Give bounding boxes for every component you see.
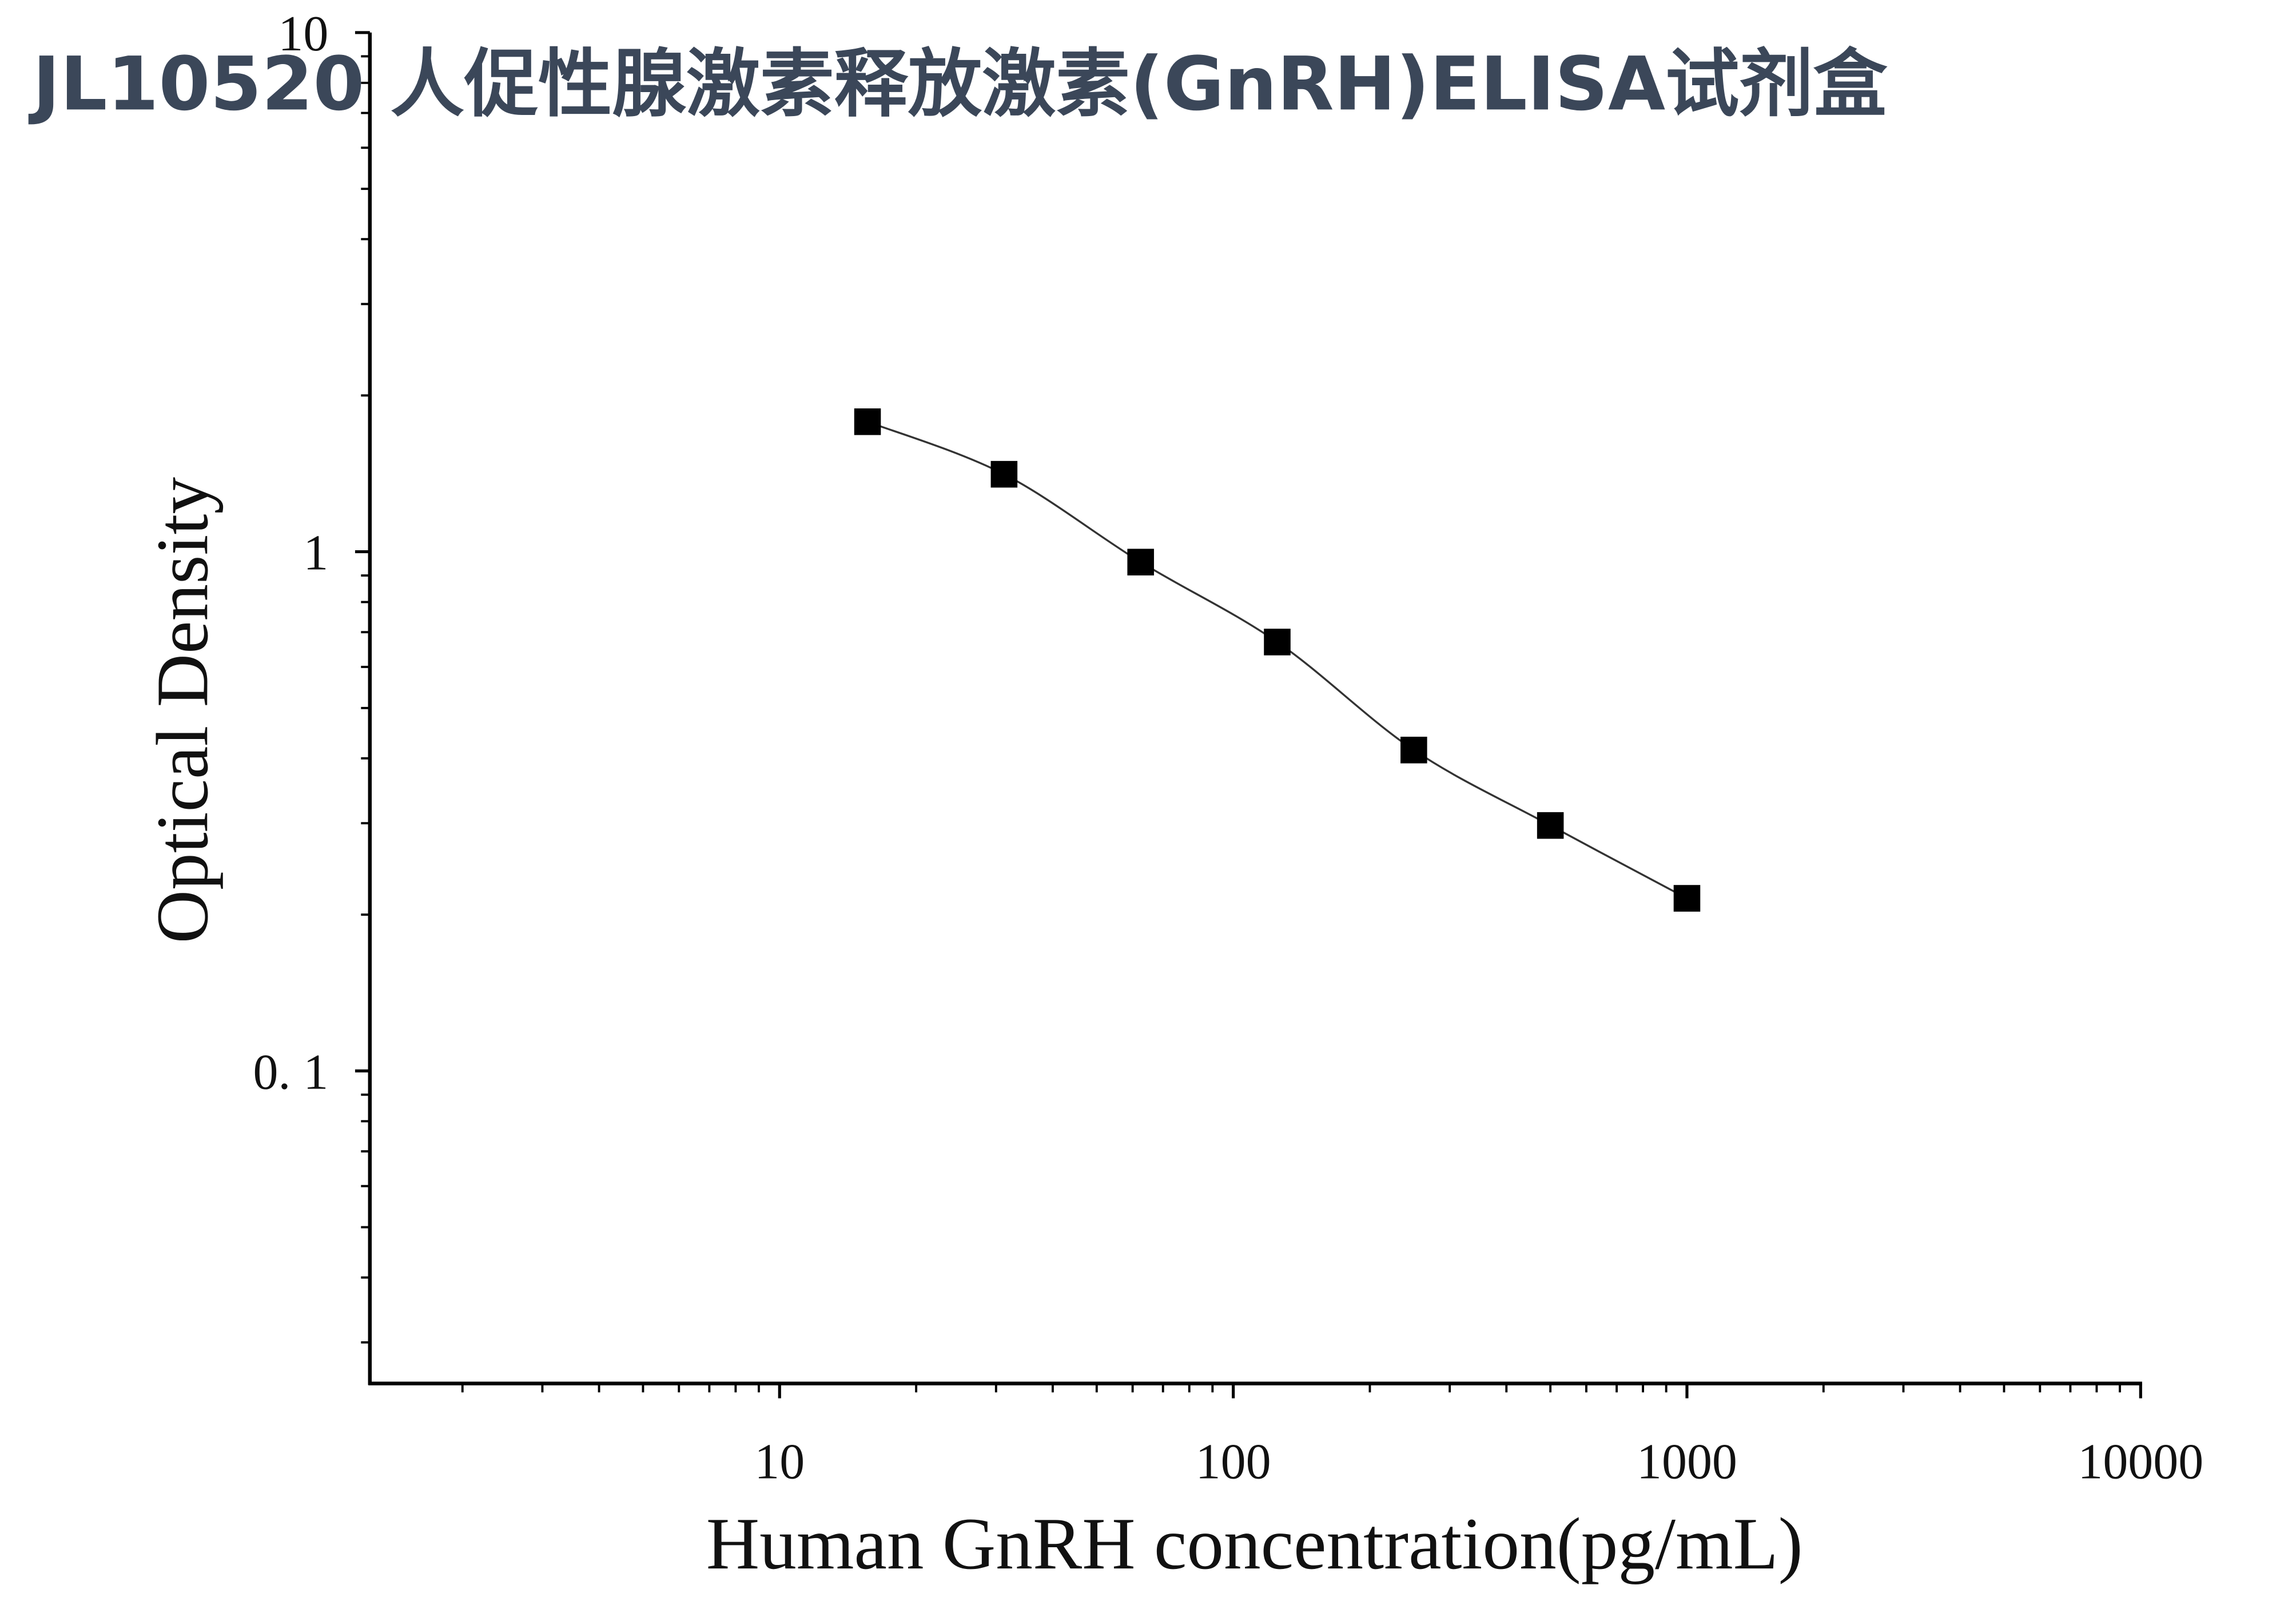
data-point — [1673, 885, 1701, 912]
y-tick-label: 1 — [303, 526, 328, 581]
title: JL10520 人促性腺激素释放激素(GnRH)ELISA试剂盒 — [28, 41, 1888, 127]
data-point — [1537, 812, 1564, 839]
y-tick-label: 10 — [278, 6, 328, 62]
x-tick-label: 10000 — [2078, 1434, 2203, 1489]
data-point — [990, 460, 1018, 488]
y-tick-label: 0. 1 — [253, 1044, 328, 1100]
fit-line — [867, 420, 1688, 900]
x-tick-label: 10 — [754, 1434, 805, 1489]
x-tick-label: 100 — [1196, 1434, 1271, 1489]
y-axis-label: Optical Density — [141, 477, 223, 944]
data-point — [1264, 629, 1291, 655]
x-tick-label: 1000 — [1637, 1434, 1737, 1489]
data-point — [1127, 549, 1154, 576]
x-axis-label: Human GnRH concentration(pg/mL) — [706, 1503, 1803, 1584]
data-point — [854, 408, 881, 435]
data-point — [1400, 736, 1427, 764]
